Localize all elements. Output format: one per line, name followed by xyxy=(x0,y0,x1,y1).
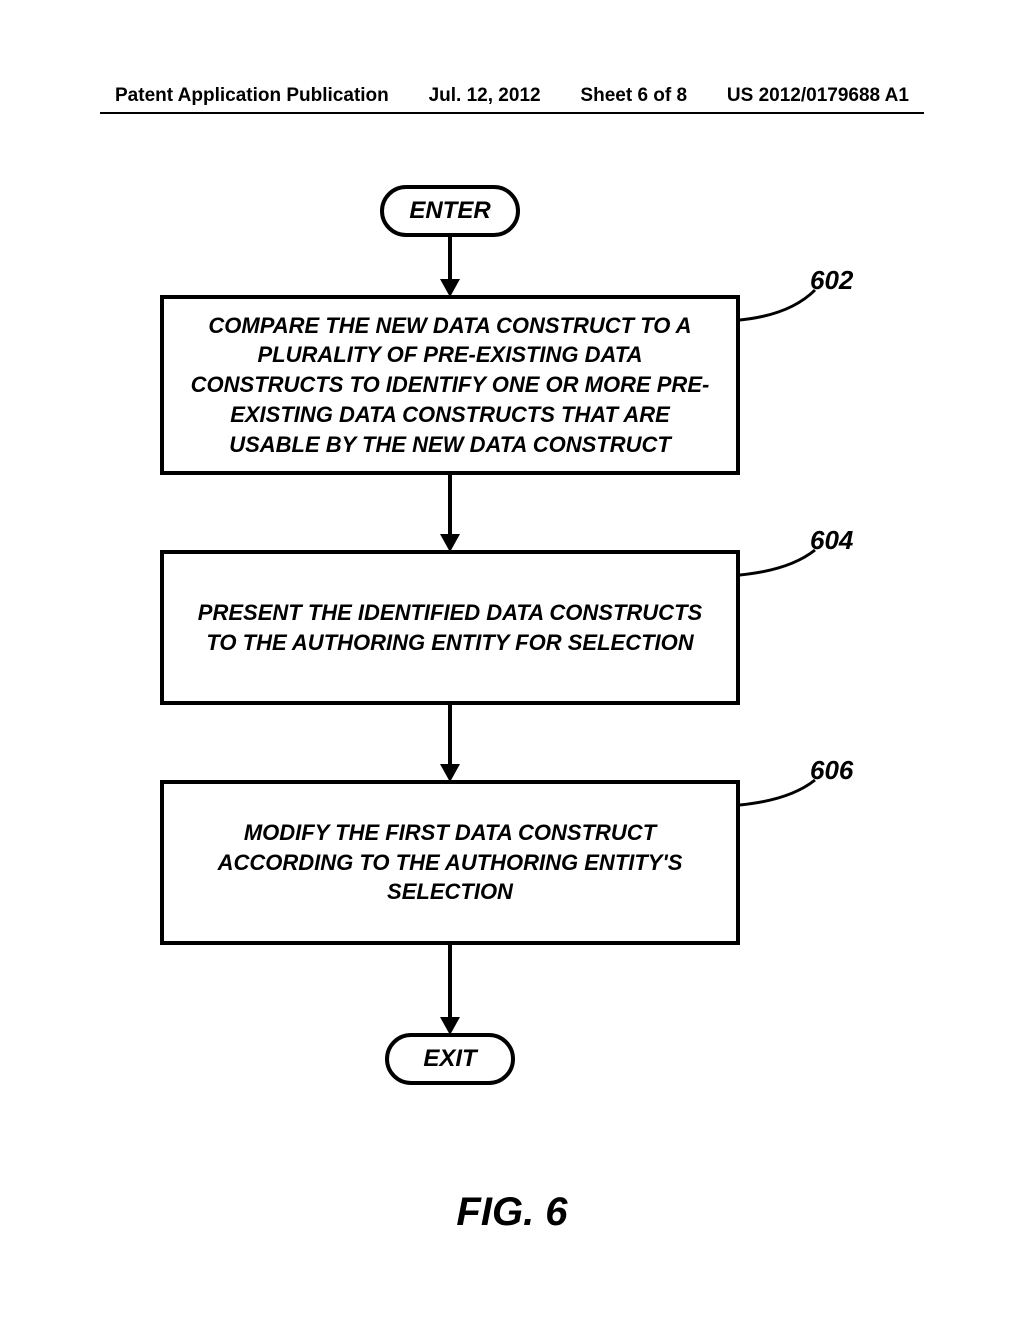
pub-number-label: US 2012/0179688 A1 xyxy=(727,85,909,107)
figure-caption-text: FIG. 6 xyxy=(456,1190,567,1234)
pub-type-label: Patent Application Publication xyxy=(115,85,389,107)
terminal-exit: EXIT xyxy=(385,1033,515,1085)
sheet-label: Sheet 6 of 8 xyxy=(580,85,687,107)
page-header: Patent Application Publication Jul. 12, … xyxy=(0,85,1024,107)
terminal-exit-label: EXIT xyxy=(423,1045,476,1073)
pub-date-label: Jul. 12, 2012 xyxy=(429,85,541,107)
arrow-606-exit xyxy=(0,165,900,1115)
figure-caption: FIG. 6 xyxy=(0,1190,1024,1235)
header-rule xyxy=(100,112,924,114)
flowchart-diagram: ENTER COMPARE THE NEW DATA CONSTRUCT TO … xyxy=(0,165,1024,1165)
